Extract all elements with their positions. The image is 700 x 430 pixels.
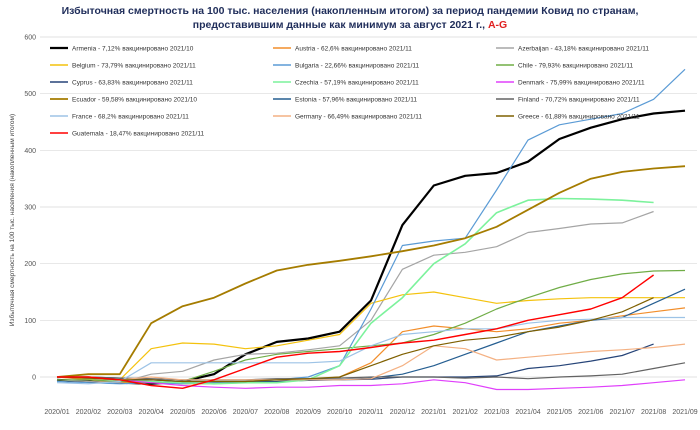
- legend-item: Czechia - 57,19% вакцинировано 2021/11: [273, 80, 419, 87]
- series-line-azerbaijan: [56, 210, 654, 384]
- legend-label: Chile - 79,93% вакцинировано 2021/11: [518, 63, 633, 70]
- x-tick-label: 2020/06: [201, 409, 226, 416]
- legend-item: Greece - 61,88% вакцинировано 2021/11: [496, 114, 640, 121]
- y-axis-label: Избыточная смертность на 100 тыс. населе…: [8, 114, 16, 326]
- x-tick-label: 2021/03: [484, 409, 509, 416]
- legend-label: Guatemala - 18,47% вакцинировано 2021/11: [72, 131, 204, 138]
- legend: Armenia - 7,12% вакцинировано 2021/10 Aus…: [50, 46, 649, 138]
- legend-label: Austria - 62,6% вакцинировано 2021/11: [295, 46, 412, 53]
- x-tick-label: 2021/05: [547, 409, 572, 416]
- legend-label: Denmark - 75,99% вакцинировано 2021/11: [518, 80, 645, 87]
- x-tick-label: 2020/05: [170, 409, 195, 416]
- y-tick-label: 0: [32, 375, 36, 382]
- legend-item: Ecuador - 59,58% вакцинировано 2021/10: [50, 97, 197, 104]
- legend-item: Germany - 66,49% вакцинировано 2021/11: [273, 114, 422, 121]
- x-tick-label: 2020/01: [44, 409, 69, 416]
- legend-item: Azerbaijan - 43,18% вакцинировано 2021/1…: [496, 46, 649, 53]
- legend-item: Guatemala - 18,47% вакцинировано 2021/11: [50, 131, 204, 138]
- series-line-germany: [56, 343, 686, 381]
- legend-item: Finland - 70,72% вакцинировано 2021/11: [496, 97, 640, 104]
- legend-item: Cyprus - 63,83% вакцинировано 2021/11: [50, 80, 193, 87]
- legend-item: Estonia - 57,96% вакцинировано 2021/11: [273, 97, 417, 104]
- legend-label: Finland - 70,72% вакцинировано 2021/11: [518, 97, 640, 104]
- legend-label: Estonia - 57,96% вакцинировано 2021/11: [295, 97, 417, 104]
- series-line-guatemala: [57, 274, 655, 389]
- legend-item: Denmark - 75,99% вакцинировано 2021/11: [496, 80, 645, 87]
- series-line-finland: [57, 362, 686, 381]
- title-line-2-text: предоставившим данные как минимум за авг…: [192, 19, 488, 31]
- x-tick-label: 2020/07: [233, 409, 258, 416]
- chart-title: Избыточная смертность на 100 тыс. населе…: [0, 4, 700, 32]
- x-axis: 2020/01 2020/02 2020/03 2020/04 2020/05 2020/…: [44, 409, 697, 416]
- x-tick-label: 2020/02: [76, 409, 101, 416]
- y-tick-label: 300: [24, 205, 36, 212]
- legend-item: Armenia - 7,12% вакцинировано 2021/10: [50, 46, 194, 53]
- legend-item: Austria - 62,6% вакцинировано 2021/11: [273, 46, 412, 53]
- y-tick-label: 200: [24, 261, 36, 268]
- title-line-2: предоставившим данные как минимум за авг…: [0, 18, 700, 32]
- y-tick-label: 600: [24, 35, 36, 42]
- title-highlight: A-G: [487, 19, 508, 31]
- series-line-france: [56, 316, 685, 385]
- x-tick-label: 2021/02: [453, 409, 478, 416]
- x-tick-label: 2020/04: [139, 409, 164, 416]
- legend-item: France - 68,2% вакцинировано 2021/11: [50, 114, 189, 121]
- legend-label: Belgium - 73,79% вакцинировано 2021/11: [72, 63, 196, 70]
- legend-label: Czechia - 57,19% вакцинировано 2021/11: [295, 80, 419, 87]
- series-line-greece: [56, 297, 654, 383]
- x-tick-label: 2020/11: [359, 409, 384, 416]
- x-tick-label: 2020/12: [390, 409, 415, 416]
- legend-label: Cyprus - 63,83% вакцинировано 2021/11: [72, 80, 193, 87]
- series-lines: [56, 68, 686, 391]
- series-line-ecuador: [56, 165, 686, 378]
- x-tick-label: 2020/10: [327, 409, 352, 416]
- legend-label: Germany - 66,49% вакцинировано 2021/11: [295, 114, 422, 121]
- legend-label: Bulgaria - 22,66% вакцинировано 2021/11: [295, 63, 420, 70]
- legend-label: Armenia - 7,12% вакцинировано 2021/10: [72, 46, 194, 53]
- x-tick-label: 2021/01: [421, 409, 446, 416]
- y-tick-label: 400: [24, 148, 36, 155]
- x-tick-label: 2020/09: [296, 409, 321, 416]
- x-tick-label: 2021/07: [610, 409, 635, 416]
- series-line-denmark: [56, 376, 686, 391]
- legend-label: France - 68,2% вакцинировано 2021/11: [72, 114, 189, 121]
- series-line-czechia: [56, 197, 654, 385]
- legend-label: Greece - 61,88% вакцинировано 2021/11: [518, 114, 640, 121]
- legend-item: Bulgaria - 22,66% вакцинировано 2021/11: [273, 63, 420, 70]
- x-tick-label: 2021/06: [578, 409, 603, 416]
- legend-label: Azerbaijan - 43,18% вакцинировано 2021/1…: [518, 46, 649, 53]
- x-tick-label: 2021/08: [641, 409, 666, 416]
- y-tick-label: 500: [24, 91, 36, 98]
- x-tick-label: 2020/03: [107, 409, 132, 416]
- y-axis: 0 100 200 300 400 500 600: [24, 35, 36, 382]
- legend-item: Chile - 79,93% вакцинировано 2021/11: [496, 63, 633, 70]
- series-line-belgium: [56, 291, 685, 381]
- title-line-1: Избыточная смертность на 100 тыс. населе…: [61, 5, 639, 17]
- x-tick-label: 2021/04: [515, 409, 540, 416]
- legend-label: Ecuador - 59,58% вакцинировано 2021/10: [72, 97, 197, 104]
- x-tick-label: 2021/09: [672, 409, 697, 416]
- legend-item: Belgium - 73,79% вакцинировано 2021/11: [50, 63, 196, 70]
- series-line-armenia: [56, 109, 686, 385]
- y-tick-label: 100: [24, 318, 36, 325]
- x-tick-label: 2020/08: [264, 409, 289, 416]
